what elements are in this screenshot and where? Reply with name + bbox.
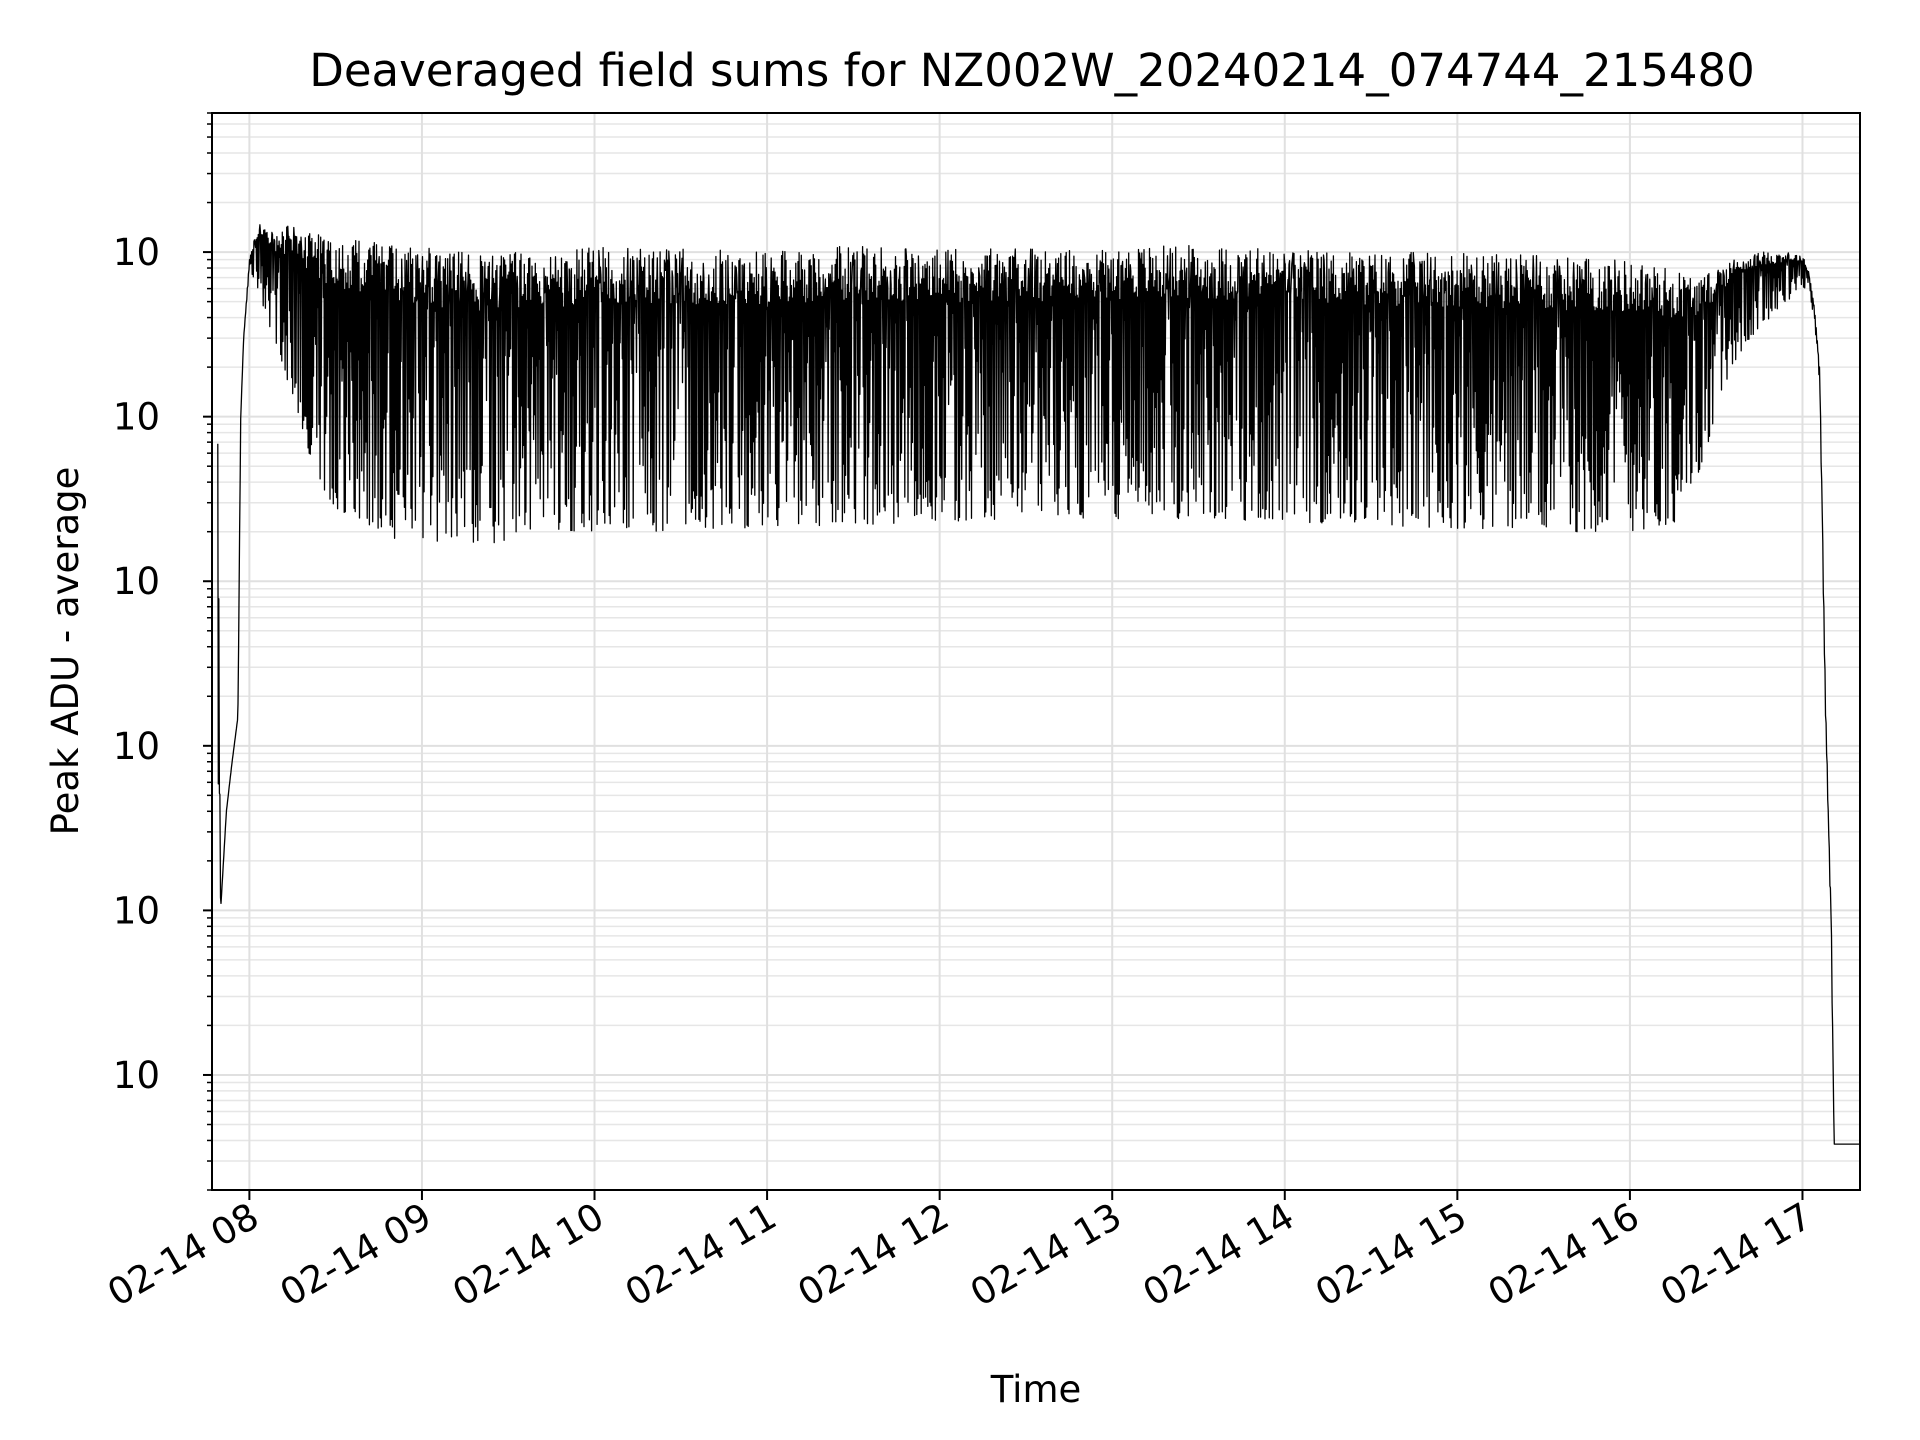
x-tick-label: 02-14 08 [100, 1195, 266, 1315]
x-axis: 02-14 08 02-14 09 02-14 10 02-14 11 02-14 12… [100, 1190, 1819, 1315]
plot-frame [211, 112, 1861, 1191]
chart-title: Deaveraged field sums for NZ002W_2024021… [309, 44, 1755, 97]
x-tick-label: 02-14 11 [618, 1195, 784, 1315]
x-tick-label: 02-14 15 [1308, 1195, 1474, 1315]
y-axis: 101102103104105106 [113, 112, 212, 1191]
x-axis-label: Time [990, 1368, 1082, 1411]
y-axis-label: Peak ADU - average [44, 467, 87, 836]
y-tick-label: 10 [113, 1054, 160, 1097]
x-tick-label: 02-14 14 [1136, 1195, 1302, 1315]
x-tick-label: 02-14 09 [273, 1195, 439, 1315]
x-tick-label: 02-14 12 [791, 1195, 957, 1315]
series-path [217, 224, 1861, 1145]
x-tick-label: 02-14 17 [1653, 1195, 1819, 1315]
y-tick-label: 10 [113, 725, 160, 768]
y-tick-label: 10 [113, 396, 160, 439]
series-line [217, 224, 1861, 1145]
x-tick-label: 02-14 10 [445, 1195, 611, 1315]
y-tick-label: 10 [113, 231, 160, 274]
x-tick-label: 02-14 16 [1481, 1195, 1647, 1315]
x-tick-label: 02-14 13 [963, 1195, 1129, 1315]
y-tick-label: 10 [113, 889, 160, 932]
y-tick-label: 10 [113, 560, 160, 603]
